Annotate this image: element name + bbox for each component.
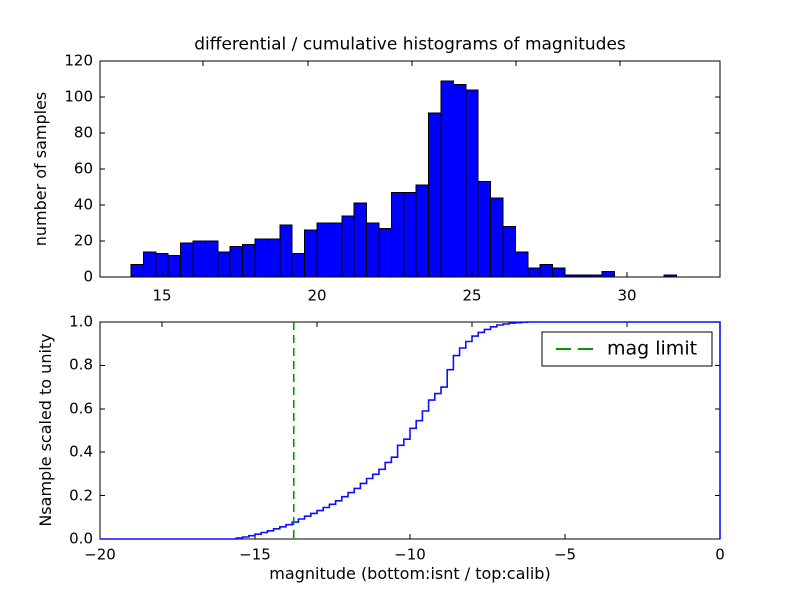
histogram-bar: [415, 184, 430, 278]
bottom-y-axis-label: Nsample scaled to unity: [36, 333, 55, 527]
histogram-bar: [539, 263, 554, 278]
histogram-bar: [353, 202, 368, 278]
top-plot-x-tick-label: 15: [152, 286, 172, 305]
bottom-plot-y-tick-label: 0.8: [69, 355, 93, 374]
bottom-plot-y-tick-label: 0.0: [69, 529, 93, 548]
top-plot-x-tick-label: 30: [617, 286, 637, 305]
top-y-axis-label: number of samples: [31, 91, 50, 247]
histogram-bar: [390, 191, 405, 278]
histogram-bar: [167, 254, 182, 278]
histogram-bar: [316, 222, 330, 278]
histogram-bar: [204, 240, 219, 278]
bottom-plot-y-tick-label: 1.0: [69, 312, 93, 331]
histogram-bar: [477, 181, 492, 278]
histogram-bar: [242, 244, 256, 278]
top-plot-y-tick-label: 40: [73, 195, 93, 214]
histogram-bar: [514, 251, 529, 278]
histogram-bar: [465, 89, 479, 278]
bottom-plot-x-tick-label: 0: [715, 545, 725, 564]
cumulative-curve: [100, 321, 721, 540]
histogram-bar: [552, 267, 566, 278]
top-plot-x-tick-label: 25: [462, 286, 482, 305]
bottom-plot-y-tick-label: 0.2: [69, 486, 93, 505]
legend-label: mag limit: [607, 337, 698, 360]
histogram-bar: [490, 197, 504, 278]
bottom-plot-x-tick-label: −20: [84, 545, 116, 564]
histogram-bar: [130, 263, 144, 278]
histogram-bar: [366, 222, 380, 278]
histogram-bar: [217, 251, 231, 278]
top-plot-x-tick-label: 20: [307, 286, 327, 305]
histogram-bar: [403, 191, 417, 278]
bottom-plot-x-tick-label: −15: [239, 545, 271, 564]
histogram-bar: [452, 83, 467, 278]
histogram-bar: [180, 242, 194, 278]
histogram-bar: [266, 238, 281, 278]
top-plot-y-tick-label: 100: [64, 87, 93, 106]
histogram-bar: [229, 245, 244, 278]
histogram-bar: [279, 224, 293, 278]
histogram-bar: [291, 253, 306, 278]
bottom-plot-y-tick-label: 0.6: [69, 399, 93, 418]
histogram-bar: [378, 227, 392, 278]
histogram-bar: [328, 222, 343, 278]
x-axis-label: magnitude (bottom:isnt / top:calib): [269, 564, 551, 583]
histogram-bar: [254, 238, 268, 278]
bottom-plot-x-tick-label: −10: [394, 545, 426, 564]
histogram-bar: [502, 226, 516, 278]
histogram-bar: [527, 267, 541, 278]
top-plot-y-tick-label: 0: [83, 267, 93, 286]
histogram-bar: [304, 229, 318, 278]
histogram-bar: [601, 271, 616, 278]
top-plot-y-tick-label: 80: [73, 123, 93, 142]
top-plot-y-tick-label: 120: [64, 51, 93, 70]
chart-title: differential / cumulative histograms of …: [194, 34, 626, 55]
bottom-plot-x-tick-label: −5: [553, 545, 577, 564]
bottom-plot-y-tick-label: 0.4: [69, 442, 93, 461]
histogram-bar: [341, 215, 355, 278]
top-plot-y-tick-label: 60: [73, 159, 93, 178]
histogram-bar: [142, 251, 157, 278]
histogram-bar: [428, 112, 442, 278]
histogram-bar: [192, 240, 206, 278]
top-plot-y-tick-label: 20: [73, 231, 93, 250]
histogram-bar: [440, 80, 454, 278]
